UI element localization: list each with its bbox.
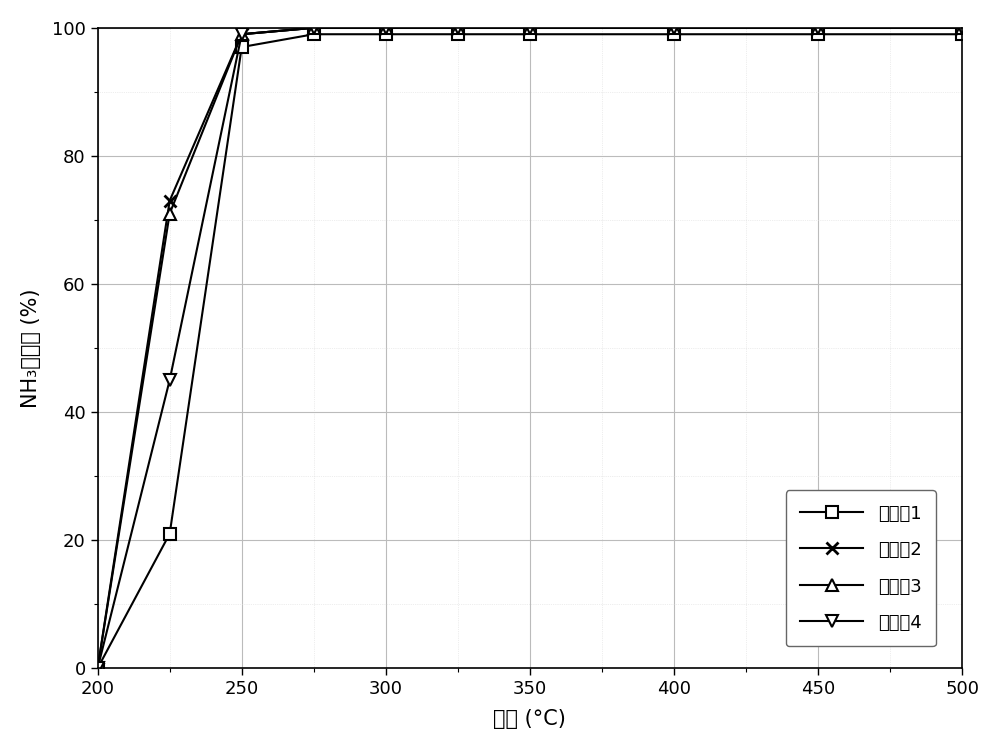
Legend: 实施例1, 实施例2, 实施例3, 实施例4: 实施例1, 实施例2, 实施例3, 实施例4 (786, 490, 936, 646)
实施例2 (308, 23, 320, 32)
实施例4 (812, 23, 824, 32)
实施例2 (236, 30, 248, 39)
实施例2 (812, 23, 824, 32)
实施例4 (308, 23, 320, 32)
实施例1 (524, 30, 536, 39)
实施例3 (452, 23, 464, 32)
实施例4 (92, 664, 104, 673)
实施例4 (524, 23, 536, 32)
实施例3 (524, 23, 536, 32)
实施例1 (452, 30, 464, 39)
实施例1 (956, 30, 968, 39)
实施例3 (164, 209, 176, 218)
Line: 实施例3: 实施例3 (92, 22, 968, 674)
实施例3 (812, 23, 824, 32)
实施例3 (380, 23, 392, 32)
实施例2 (956, 23, 968, 32)
实施例1 (812, 30, 824, 39)
实施例4 (668, 23, 680, 32)
实施例4 (452, 23, 464, 32)
实施例3 (308, 23, 320, 32)
实施例1 (668, 30, 680, 39)
实施例4 (164, 376, 176, 385)
Y-axis label: NH₃转化率 (%): NH₃转化率 (%) (21, 288, 41, 408)
Line: 实施例4: 实施例4 (92, 22, 968, 674)
实施例2 (452, 23, 464, 32)
实施例2 (668, 23, 680, 32)
实施例4 (236, 30, 248, 39)
实施例1 (380, 30, 392, 39)
实施例3 (92, 664, 104, 673)
实施例2 (524, 23, 536, 32)
实施例3 (668, 23, 680, 32)
实施例1 (164, 530, 176, 538)
实施例4 (380, 23, 392, 32)
实施例3 (236, 30, 248, 39)
Line: 实施例1: 实施例1 (92, 28, 968, 674)
Line: 实施例2: 实施例2 (92, 22, 968, 674)
实施例1 (308, 30, 320, 39)
实施例3 (956, 23, 968, 32)
X-axis label: 温度 (°C): 温度 (°C) (493, 710, 566, 729)
实施例1 (236, 43, 248, 52)
实施例2 (380, 23, 392, 32)
实施例1 (92, 664, 104, 673)
实施例2 (92, 664, 104, 673)
实施例2 (164, 196, 176, 206)
实施例4 (956, 23, 968, 32)
